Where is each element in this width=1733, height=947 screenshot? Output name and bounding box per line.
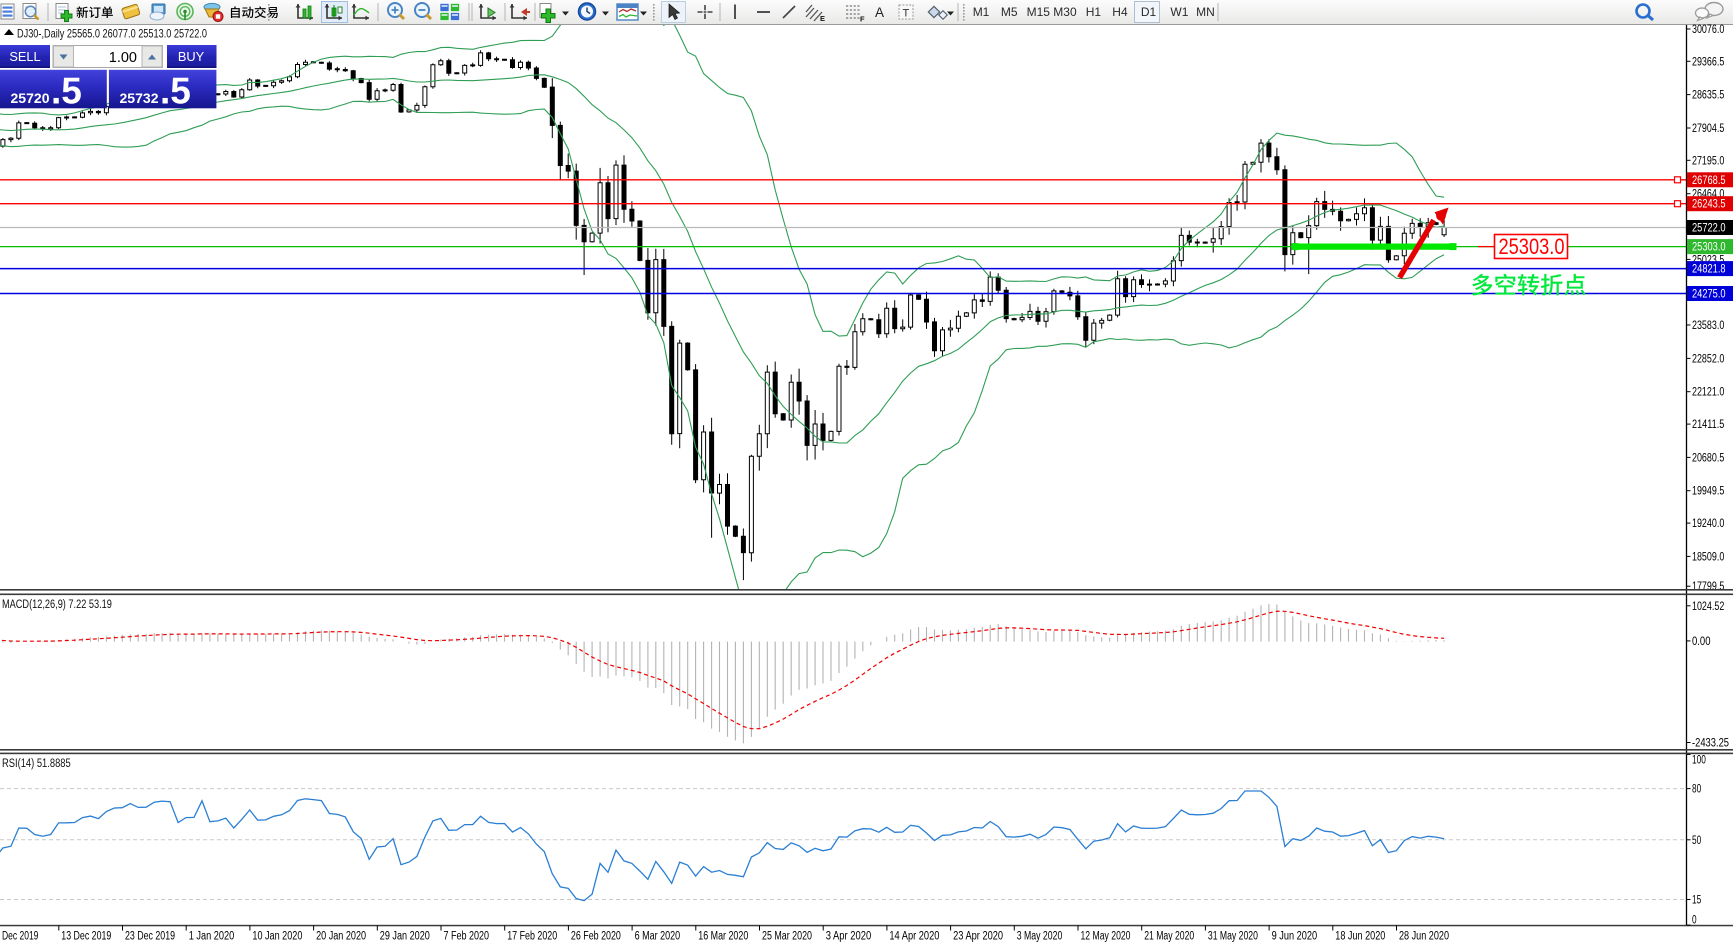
svg-text:7 Feb 2020: 7 Feb 2020 [444, 931, 490, 943]
svg-text:18509.0: 18509.0 [1692, 551, 1724, 563]
svg-text:3 May 2020: 3 May 2020 [1017, 931, 1063, 943]
svg-text:15: 15 [1692, 894, 1701, 906]
svg-text:T: T [903, 8, 910, 20]
svg-text:0: 0 [1692, 915, 1697, 927]
svg-text:.5: .5 [51, 71, 82, 112]
svg-text:28635.5: 28635.5 [1692, 90, 1724, 102]
svg-text:22121.0: 22121.0 [1692, 387, 1724, 399]
svg-text:26243.5: 26243.5 [1692, 199, 1726, 211]
svg-text:27904.5: 27904.5 [1692, 123, 1724, 135]
svg-text:21 May 2020: 21 May 2020 [1144, 931, 1194, 943]
svg-text:100: 100 [1692, 754, 1706, 766]
svg-text:SELL: SELL [9, 49, 40, 64]
svg-text:12 May 2020: 12 May 2020 [1081, 931, 1131, 943]
svg-text:3 Apr 2020: 3 Apr 2020 [826, 931, 872, 943]
svg-text:H1: H1 [1086, 5, 1102, 19]
svg-text:MACD(12,26,9) 7.22 53.19: MACD(12,26,9) 7.22 53.19 [2, 599, 112, 611]
svg-text:26 Feb 2020: 26 Feb 2020 [571, 931, 621, 943]
svg-text:RSI(14) 51.8885: RSI(14) 51.8885 [2, 758, 71, 770]
svg-text:25720: 25720 [11, 90, 50, 106]
svg-text:30076.0: 30076.0 [1692, 24, 1724, 36]
svg-text:M5: M5 [1001, 5, 1018, 19]
svg-text:18 Jun 2020: 18 Jun 2020 [1335, 931, 1385, 943]
svg-text:29366.5: 29366.5 [1692, 56, 1724, 68]
svg-text:17 Feb 2020: 17 Feb 2020 [507, 931, 557, 943]
svg-text:25722.0: 25722.0 [1692, 223, 1726, 235]
svg-text:1 Jan 2020: 1 Jan 2020 [189, 931, 235, 943]
svg-text:E: E [820, 14, 825, 23]
svg-text:D1: D1 [1141, 5, 1157, 19]
svg-text:20680.5: 20680.5 [1692, 452, 1724, 464]
svg-text:Dec 2019: Dec 2019 [2, 931, 38, 943]
svg-text:28 Jun 2020: 28 Jun 2020 [1399, 931, 1449, 943]
svg-text:F: F [860, 15, 865, 24]
svg-text:M1: M1 [973, 5, 990, 19]
svg-text:31 May 2020: 31 May 2020 [1208, 931, 1258, 943]
svg-text:23583.0: 23583.0 [1692, 320, 1724, 332]
svg-text:A: A [875, 5, 884, 20]
svg-text:DJ30-,Daily 25565.0 26077.0 2: DJ30-,Daily 25565.0 26077.0 25513.0 2572… [17, 27, 207, 41]
svg-text:W1: W1 [1170, 5, 1188, 19]
svg-text:29 Jan 2020: 29 Jan 2020 [380, 931, 430, 943]
svg-text:1024.52: 1024.52 [1692, 601, 1724, 613]
svg-text:-2433.25: -2433.25 [1692, 738, 1729, 750]
svg-text:13 Dec 2019: 13 Dec 2019 [61, 931, 111, 943]
svg-text:6 Mar 2020: 6 Mar 2020 [635, 931, 681, 943]
svg-text:MN: MN [1196, 5, 1215, 19]
svg-text:22852.0: 22852.0 [1692, 353, 1724, 365]
svg-text:23 Apr 2020: 23 Apr 2020 [953, 931, 1003, 943]
svg-text:BUY: BUY [178, 49, 205, 64]
svg-text:50: 50 [1692, 835, 1701, 847]
svg-text:16 Mar 2020: 16 Mar 2020 [698, 931, 748, 943]
svg-text:.5: .5 [160, 71, 191, 112]
svg-text:20 Jan 2020: 20 Jan 2020 [316, 931, 366, 943]
svg-text:23 Dec 2019: 23 Dec 2019 [125, 931, 175, 943]
svg-text:19240.0: 19240.0 [1692, 518, 1724, 530]
svg-text:25732: 25732 [120, 90, 159, 106]
svg-text:26768.5: 26768.5 [1692, 175, 1726, 187]
svg-text:14 Apr 2020: 14 Apr 2020 [889, 931, 939, 943]
svg-text:10 Jan 2020: 10 Jan 2020 [252, 931, 302, 943]
svg-text:H4: H4 [1112, 5, 1128, 19]
svg-text:9 Jun 2020: 9 Jun 2020 [1272, 931, 1318, 943]
svg-text:27195.0: 27195.0 [1692, 155, 1724, 167]
svg-text:0.00: 0.00 [1692, 636, 1711, 648]
svg-text:25303.0: 25303.0 [1499, 234, 1565, 259]
svg-text:25 Mar 2020: 25 Mar 2020 [762, 931, 812, 943]
svg-text:24821.8: 24821.8 [1692, 264, 1726, 276]
svg-text:M15: M15 [1027, 5, 1051, 19]
svg-text:21411.5: 21411.5 [1692, 419, 1724, 431]
svg-text:M30: M30 [1053, 5, 1077, 19]
svg-text:24275.0: 24275.0 [1692, 289, 1726, 301]
svg-text:1.00: 1.00 [109, 50, 137, 66]
svg-text:80: 80 [1692, 784, 1701, 796]
svg-text:25303.0: 25303.0 [1692, 242, 1726, 254]
svg-text:17799.5: 17799.5 [1692, 581, 1724, 593]
svg-text:19949.5: 19949.5 [1692, 486, 1724, 498]
